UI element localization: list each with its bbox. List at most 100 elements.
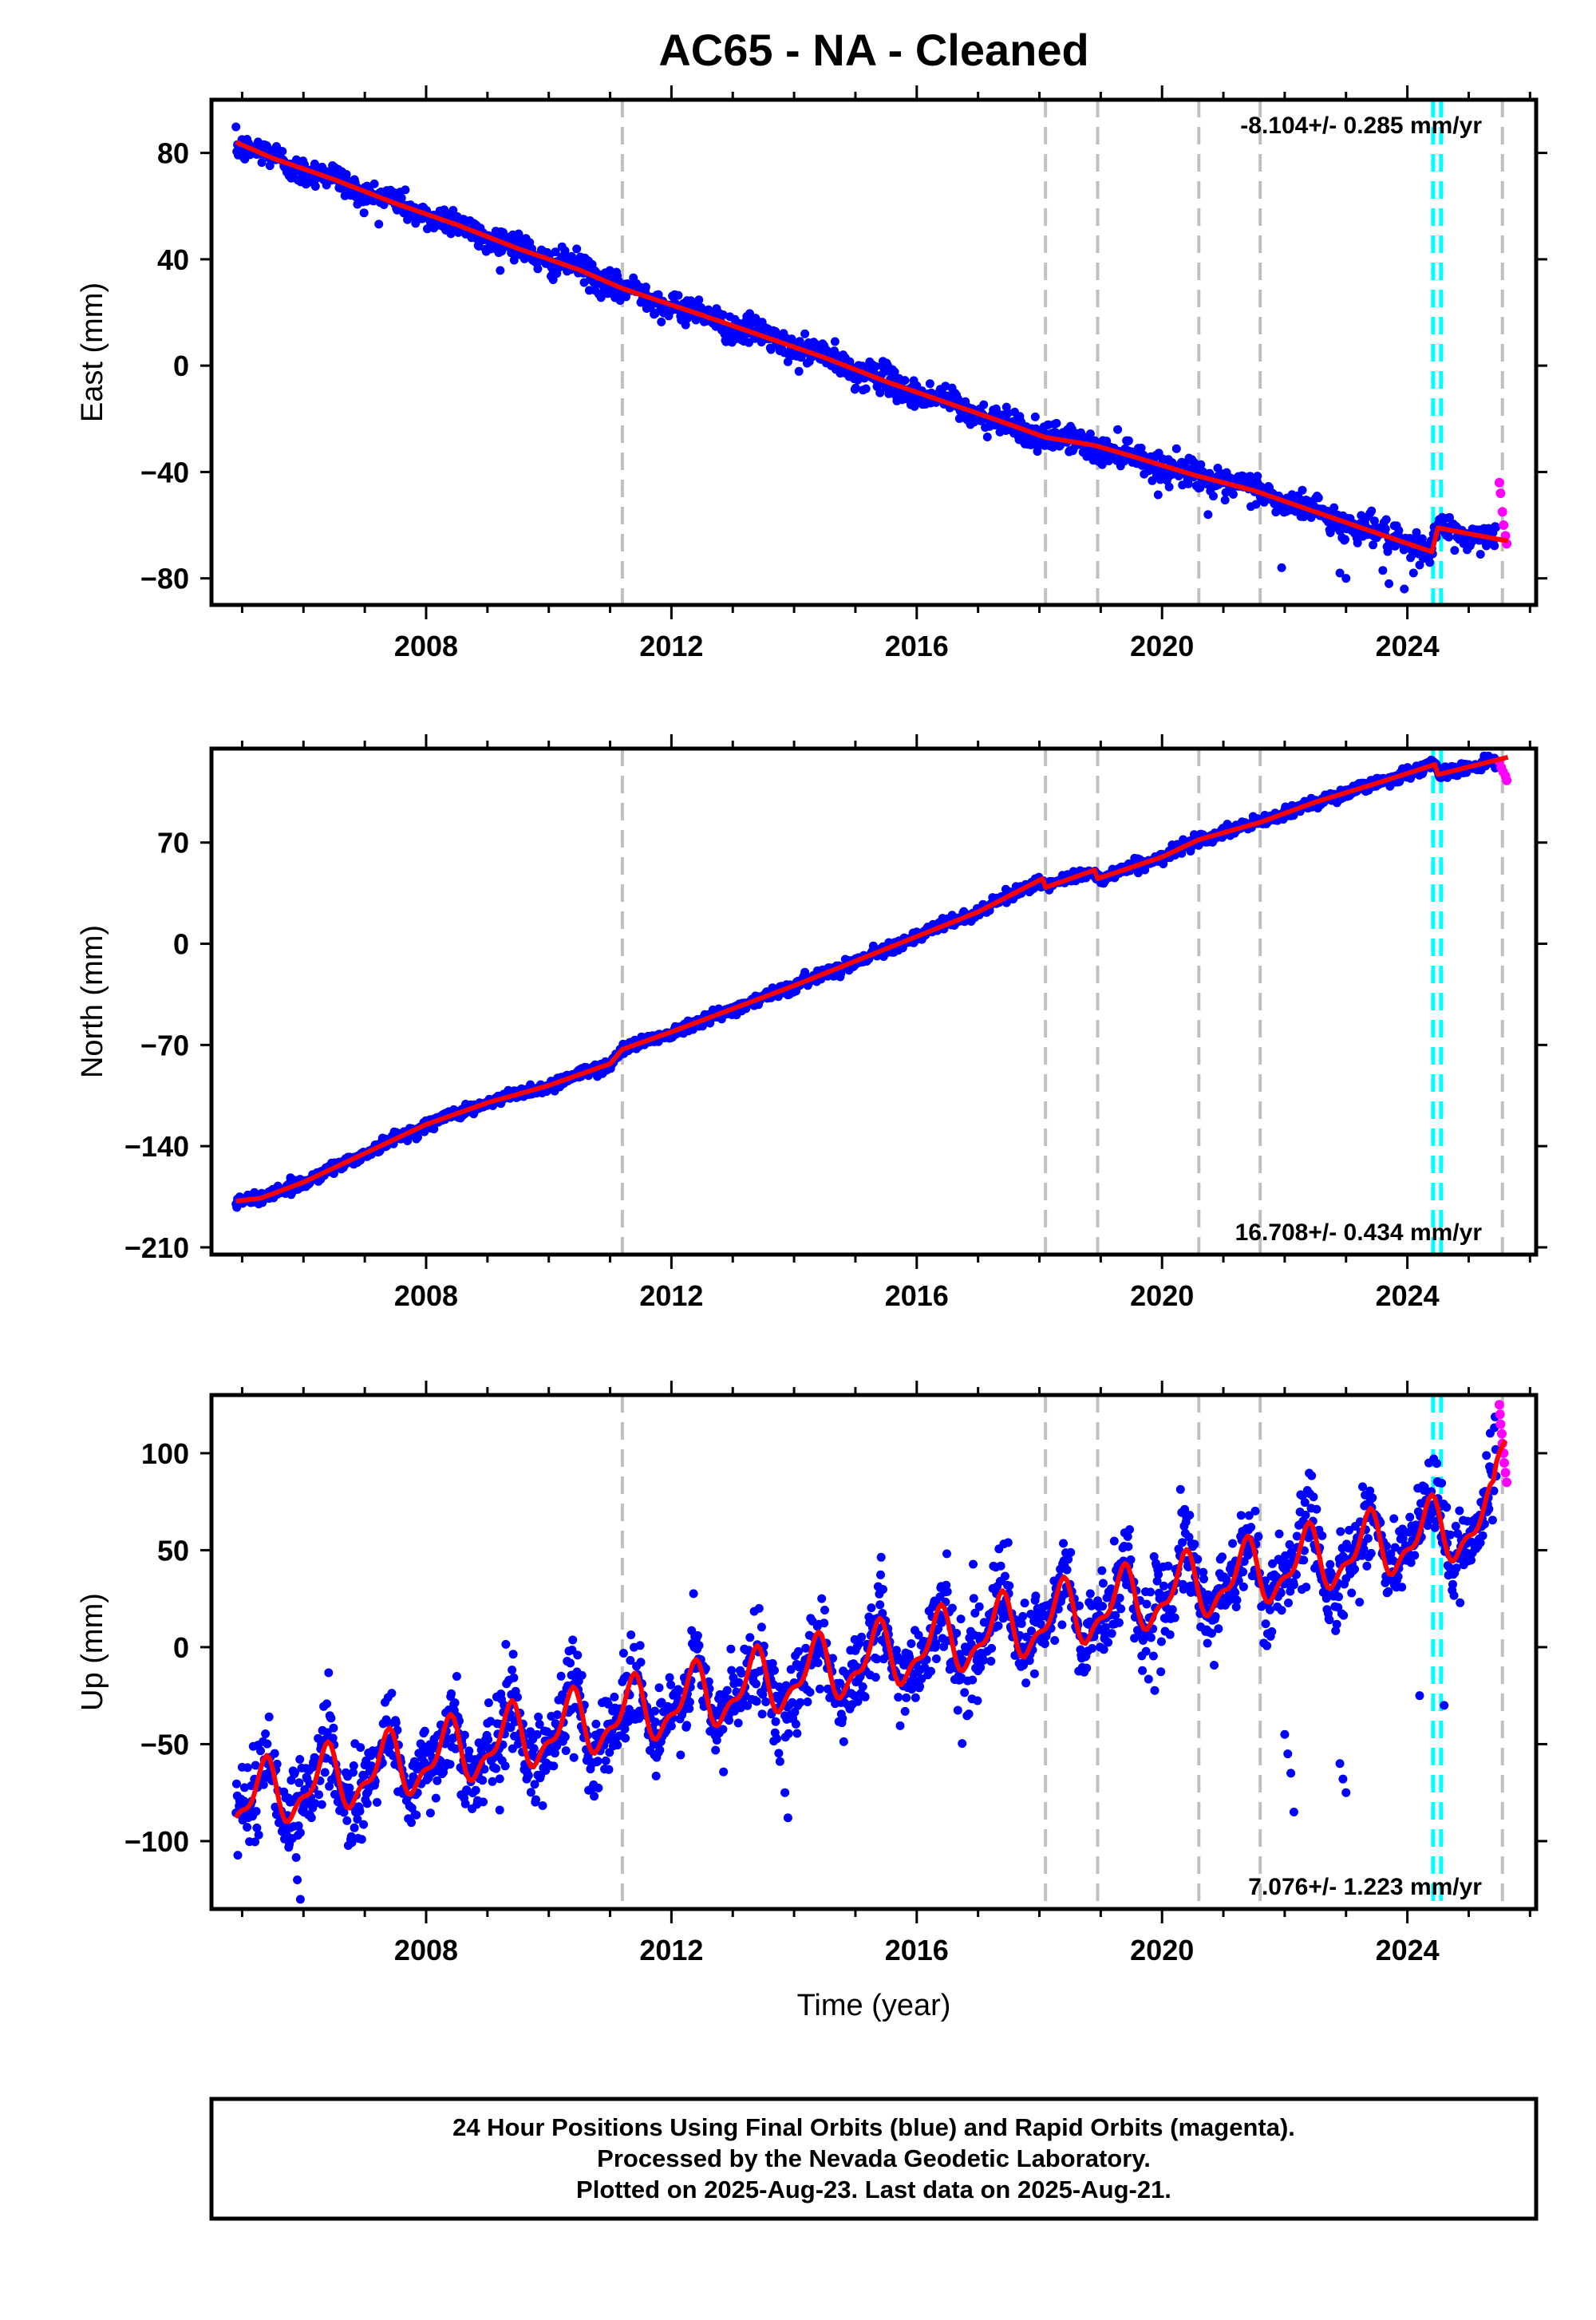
east-outlier-point: [1278, 563, 1286, 572]
up-final-orbit-point: [263, 1740, 271, 1749]
north-y-tick-label: −140: [124, 1130, 189, 1163]
up-final-orbit-point: [553, 1710, 562, 1719]
up-final-orbit-point: [772, 1734, 781, 1743]
up-final-orbit-point: [626, 1630, 635, 1639]
up-final-orbit-point: [876, 1571, 885, 1579]
east-outlier-point: [1385, 579, 1393, 588]
east-y-tick-label: 80: [157, 137, 189, 170]
up-final-orbit-point: [342, 1816, 351, 1825]
up-final-orbit-point: [857, 1633, 866, 1642]
up-final-orbit-point: [255, 1831, 263, 1840]
up-final-orbit-point: [957, 1615, 966, 1623]
up-final-orbit-point: [968, 1676, 977, 1685]
up-final-orbit-point: [524, 1771, 533, 1780]
north-x-tick-label: 2020: [1130, 1279, 1194, 1312]
up-final-orbit-point: [292, 1853, 301, 1862]
up-final-orbit-point: [879, 1585, 887, 1594]
up-final-orbit-point: [911, 1694, 920, 1702]
up-final-orbit-point: [232, 1780, 241, 1788]
east-final-orbit-point: [1053, 419, 1061, 428]
east-final-orbit-point: [1209, 492, 1218, 500]
up-final-orbit-point: [296, 1828, 305, 1837]
east-final-orbit-point: [901, 376, 910, 385]
up-final-orbit-point: [549, 1761, 558, 1770]
up-final-orbit-point: [806, 1688, 815, 1697]
up-final-orbit-point: [719, 1768, 728, 1777]
north-plot-area: [231, 749, 1511, 1255]
up-final-orbit-point: [954, 1706, 962, 1715]
up-final-orbit-point: [447, 1690, 456, 1698]
up-final-orbit-point: [952, 1629, 961, 1638]
up-final-orbit-point: [943, 1587, 952, 1596]
up-final-orbit-point: [314, 1790, 323, 1799]
up-final-orbit-point: [896, 1721, 905, 1730]
up-final-orbit-point: [755, 1604, 764, 1613]
up-final-orbit-point: [997, 1562, 1005, 1571]
up-final-orbit-point: [666, 1674, 674, 1682]
up-final-orbit-point: [527, 1788, 535, 1796]
up-final-orbit-point: [324, 1669, 333, 1678]
east-final-orbit-point: [1476, 550, 1485, 559]
east-final-orbit-point: [1229, 490, 1238, 499]
up-final-orbit-point: [655, 1683, 664, 1692]
east-final-orbit-point: [1444, 533, 1453, 542]
east-final-orbit-point: [657, 318, 666, 326]
east-final-orbit-point: [496, 266, 504, 275]
up-final-orbit-point: [792, 1720, 800, 1729]
east-final-orbit-point: [1253, 472, 1262, 480]
up-final-orbit-point: [460, 1731, 469, 1740]
up-final-orbit-point: [958, 1739, 966, 1748]
up-final-orbit-point: [350, 1824, 359, 1832]
up-final-orbit-point: [392, 1718, 401, 1727]
up-final-orbit-point: [356, 1807, 365, 1816]
east-final-orbit-point: [1382, 516, 1391, 524]
east-final-orbit-point: [1490, 541, 1499, 550]
up-final-orbit-point: [1001, 1572, 1009, 1581]
east-final-orbit-point: [278, 147, 286, 156]
up-final-orbit-point: [452, 1672, 461, 1681]
north-rate-label: 16.708+/- 0.434 mm/yr: [1235, 1219, 1483, 1246]
up-final-orbit-point: [484, 1735, 492, 1744]
up-final-orbit-point: [926, 1667, 935, 1676]
up-final-orbit-point: [861, 1693, 870, 1701]
up-final-orbit-point: [867, 1603, 875, 1612]
up-final-orbit-point: [1059, 1539, 1068, 1547]
up-final-orbit-point: [307, 1813, 316, 1822]
up-final-orbit-point: [1037, 1619, 1045, 1628]
up-final-orbit-point: [761, 1698, 770, 1706]
up-final-orbit-point: [590, 1792, 598, 1800]
up-final-orbit-point: [407, 1818, 416, 1827]
up-final-orbit-point: [689, 1589, 698, 1598]
up-final-orbit-point: [530, 1744, 539, 1753]
up-final-orbit-point: [753, 1697, 761, 1705]
east-final-orbit-point: [370, 180, 379, 188]
up-final-orbit-point: [619, 1649, 628, 1658]
up-final-orbit-point: [877, 1553, 886, 1562]
up-final-orbit-point: [594, 1784, 602, 1792]
figure-title: AC65 - NA - Cleaned: [658, 25, 1088, 75]
up-final-orbit-point: [960, 1688, 969, 1697]
up-final-orbit-point: [726, 1645, 735, 1654]
east-final-orbit-point: [800, 330, 809, 338]
up-final-orbit-point: [685, 1698, 694, 1706]
east-outlier-point: [1203, 510, 1212, 519]
up-final-orbit-point: [478, 1776, 487, 1784]
up-final-orbit-point: [1041, 1639, 1049, 1648]
up-final-orbit-point: [1031, 1591, 1040, 1600]
up-final-orbit-point: [509, 1650, 518, 1658]
east-final-orbit-point: [1172, 445, 1181, 453]
up-final-orbit-point: [784, 1729, 793, 1738]
up-plot-area: [231, 1395, 1511, 1909]
up-final-orbit-point: [994, 1622, 1003, 1630]
up-final-orbit-point: [667, 1721, 676, 1730]
up-final-orbit-point: [1063, 1566, 1072, 1575]
east-final-orbit-point: [311, 182, 320, 191]
up-final-orbit-point: [446, 1760, 455, 1769]
up-final-orbit-point: [621, 1734, 630, 1743]
up-final-orbit-point: [496, 1774, 504, 1783]
east-y-tick-label: −80: [140, 563, 189, 595]
east-final-orbit-point: [795, 367, 804, 376]
east-x-tick-label: 2012: [639, 630, 703, 662]
up-final-orbit-point: [326, 1713, 335, 1722]
